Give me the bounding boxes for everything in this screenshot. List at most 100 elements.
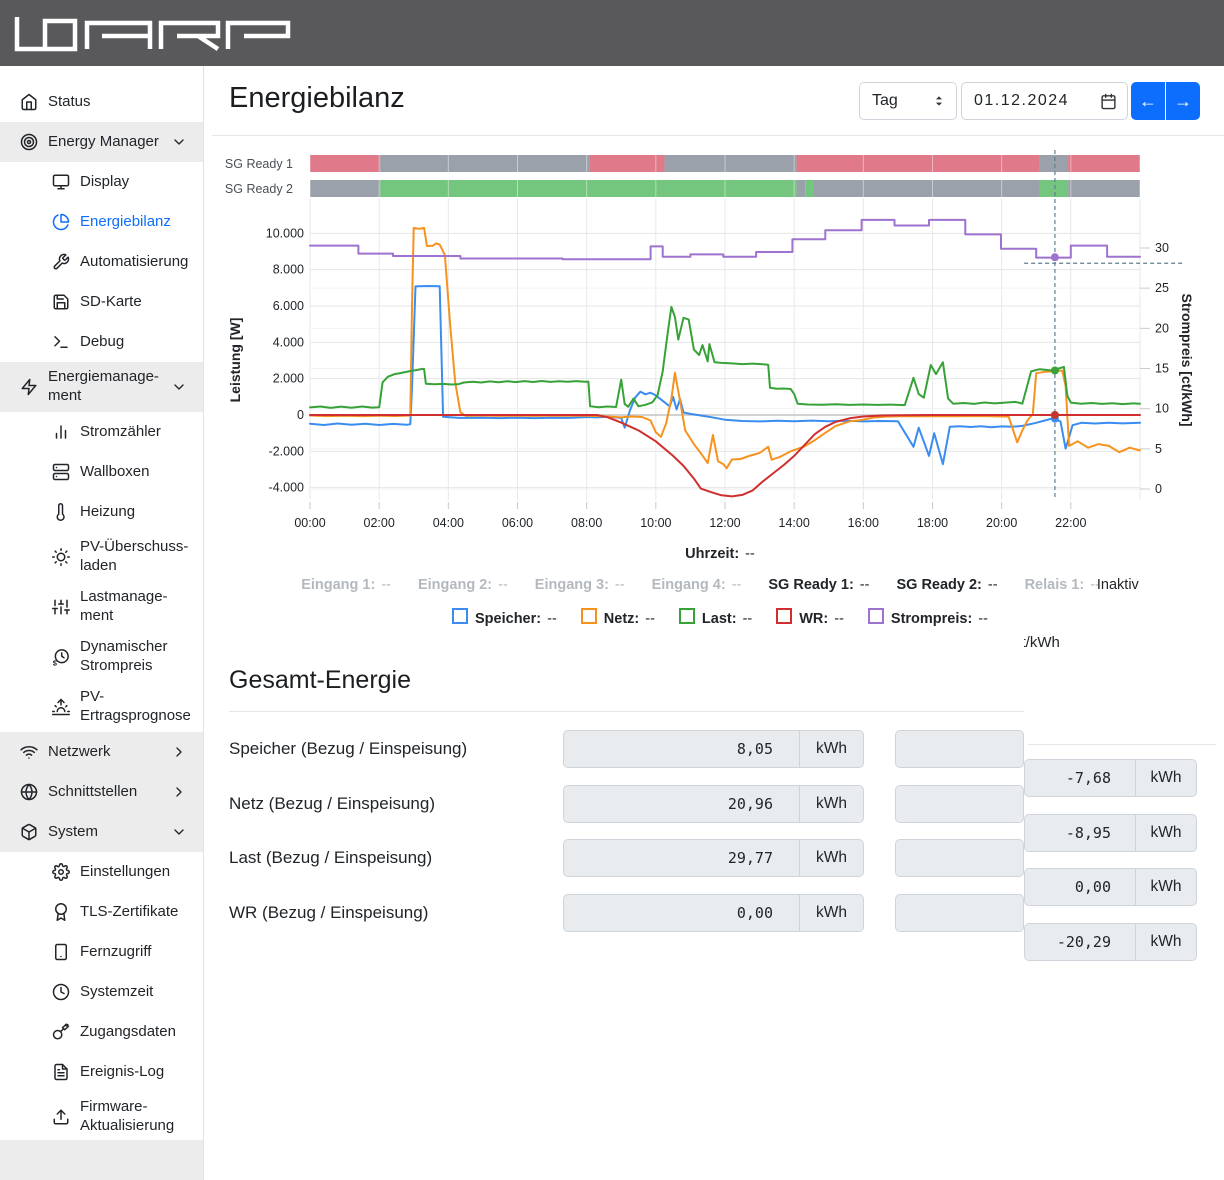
sidebar-item-firmware-aktualisierung[interactable]: Firmware- Aktualisierung (0, 1092, 203, 1142)
sidebar-item-display[interactable]: Display (0, 162, 203, 202)
sidebar-item-systemzeit[interactable]: Systemzeit (0, 972, 203, 1012)
legend-io-eingang-2-: Eingang 2: -- (417, 577, 508, 593)
sidebar-item-label: Lastmanage- ment (80, 588, 168, 624)
y-left-tick: 0 (297, 408, 304, 422)
server-icon (52, 463, 70, 481)
legend-series-strompreis-[interactable]: Strompreis: -- (867, 607, 988, 627)
y-right-tick: 15 (1155, 362, 1169, 376)
sidebar-item-system[interactable]: System (0, 812, 203, 852)
clock-icon (52, 983, 70, 1001)
chevron-right-icon[interactable] (171, 744, 187, 760)
zap-icon (20, 378, 38, 396)
totals-divider (229, 711, 1024, 712)
y-right-axis-title: Strompreis [ct/kWh] (1179, 293, 1195, 426)
sidebar-item-einstellungen[interactable]: Einstellungen (0, 852, 203, 892)
series-color-chip (580, 608, 597, 624)
chevron-down-icon[interactable] (171, 134, 187, 150)
legend-series-last-[interactable]: Last: -- (678, 607, 752, 627)
y-left-tick: 2.000 (273, 372, 304, 386)
sidebar-item-energy-manager[interactable]: Energy Manager (0, 122, 203, 162)
uhrzeit-label: Uhrzeit: (685, 546, 740, 562)
energy-chart[interactable]: SG Ready 1 SG Ready 2 10.000 8.000 6.000 4.00… (204, 138, 1224, 538)
einspeisung-value[interactable]: -8,95 (1024, 813, 1136, 852)
calendar-icon[interactable] (1100, 93, 1117, 110)
sg-ready-2-segment (1068, 180, 1140, 197)
x-tick: 04:00 (433, 516, 464, 530)
header-divider (212, 135, 1224, 136)
chart-series-legend: Speicher: -- Netz: -- Last: -- WR: -- Strompreis… (230, 607, 1210, 627)
crosshair-dot (1050, 366, 1059, 375)
bar-chart-icon (52, 423, 70, 441)
crosshair-dot (1050, 411, 1059, 419)
sidebar-item-tls-zertifikate[interactable]: TLS-Zertifikate (0, 892, 203, 932)
sidebar-item-fernzugriff[interactable]: Fernzugriff (0, 932, 203, 972)
bezug-input-group: 8,05 kWh (563, 730, 864, 768)
sidebar-item-lastmanage-ment[interactable]: Lastmanage- ment (0, 582, 203, 632)
price-unit-fragment: ct/kWh (1024, 634, 1060, 651)
save-icon (52, 293, 70, 311)
sidebar-item-label: Display (80, 172, 130, 190)
legend-series-speicher-[interactable]: Speicher: -- (452, 607, 557, 627)
bezug-value[interactable]: 0,00 (563, 893, 800, 932)
sidebar-item-wallboxen[interactable]: Wallboxen (0, 452, 203, 492)
sidebar-item-sd-karte[interactable]: SD-Karte (0, 282, 203, 322)
x-tick: 06:00 (502, 516, 533, 530)
x-tick: 00:00 (294, 516, 325, 530)
legend-series-wr-[interactable]: WR: -- (776, 607, 844, 627)
sidebar-item-energiemanage-ment[interactable]: Energiemanage- ment (0, 362, 203, 412)
y-left-tick: -4.000 (269, 481, 304, 495)
sidebar-item-ereignis-log[interactable]: Ereignis-Log (0, 1052, 203, 1092)
y-left-tick: 6.000 (273, 299, 304, 313)
bezug-unit: kWh (799, 730, 864, 768)
bezug-input-group: 29,77 kWh (563, 839, 864, 877)
topbar (0, 0, 1224, 66)
sidebar-item-schnittstellen[interactable]: Schnittstellen (0, 772, 203, 812)
prev-day-button[interactable]: ← (1131, 82, 1165, 120)
sidebar-item-heizung[interactable]: Heizung (0, 492, 203, 532)
einspeisung-stub-box (895, 839, 1024, 877)
range-select[interactable]: Tag (859, 82, 957, 120)
sidebar-item-netzwerk[interactable]: Netzwerk (0, 732, 203, 772)
terminal-icon (52, 333, 70, 351)
box-icon (20, 823, 38, 841)
sidebar-item-label: Heizung (80, 502, 136, 520)
x-tick: 20:00 (986, 516, 1017, 530)
chevron-down-icon[interactable] (171, 379, 187, 395)
date-input[interactable]: 01.12.2024 (961, 82, 1128, 120)
bezug-input-group: 20,96 kWh (563, 784, 864, 823)
totals-row-2: Netz (Bezug / Einspeisung) 20,96 kWh (0, 784, 1224, 823)
y-left-tick: -2.000 (269, 444, 304, 458)
sidebar-item-energiebilanz[interactable]: Energiebilanz (0, 202, 203, 242)
sidebar-item-pv-ertragsprognose[interactable]: PV- Ertragsprognose (0, 682, 203, 732)
series-color-chip (452, 608, 469, 624)
sidebar-item-status[interactable]: Status (0, 82, 203, 122)
sidebar-item-zugangsdaten[interactable]: Zugangsdaten (0, 1012, 203, 1052)
sidebar-item-label: Debug (80, 332, 125, 350)
bezug-value[interactable]: 29,77 (563, 839, 800, 877)
einspeisung-value[interactable]: 0,00 (1024, 868, 1136, 906)
sidebar-item-stromz-hler[interactable]: Stromzähler (0, 412, 203, 452)
arrow-right-icon: → (1174, 90, 1192, 111)
overlay-divider (1028, 744, 1216, 745)
bezug-value[interactable]: 8,05 (563, 730, 800, 768)
sidebar-item-pv-berschuss-laden[interactable]: PV-Überschuss- laden (0, 532, 203, 582)
einspeisung-value[interactable]: -20,29 (1024, 922, 1136, 961)
einspeisung-value[interactable]: -7,68 (1024, 759, 1136, 797)
y-right-tick: 30 (1155, 241, 1169, 255)
chevron-down-icon[interactable] (171, 824, 187, 840)
chevron-right-icon[interactable] (171, 784, 187, 800)
einspeisung-unit: kWh (1135, 813, 1197, 852)
totals-row-label: Netz (Bezug / Einspeisung) (229, 793, 435, 813)
award-icon (52, 903, 70, 921)
x-tick: 18:00 (917, 516, 948, 530)
relais-state: Inaktiv (1096, 577, 1139, 593)
next-day-button[interactable]: → (1166, 82, 1200, 120)
series-netz (309, 226, 1141, 470)
sg-ready-2-segment (1039, 180, 1069, 197)
einspeisung-stub-box (895, 730, 1024, 768)
sidebar-item-dynamischer-strompreis[interactable]: $ Dynamischer Strompreis (0, 632, 203, 682)
sidebar-item-debug[interactable]: Debug (0, 322, 203, 362)
bezug-value[interactable]: 20,96 (563, 784, 800, 823)
sidebar-item-automatisierung[interactable]: Automatisierung (0, 242, 203, 282)
legend-series-netz-[interactable]: Netz: -- (580, 607, 655, 627)
